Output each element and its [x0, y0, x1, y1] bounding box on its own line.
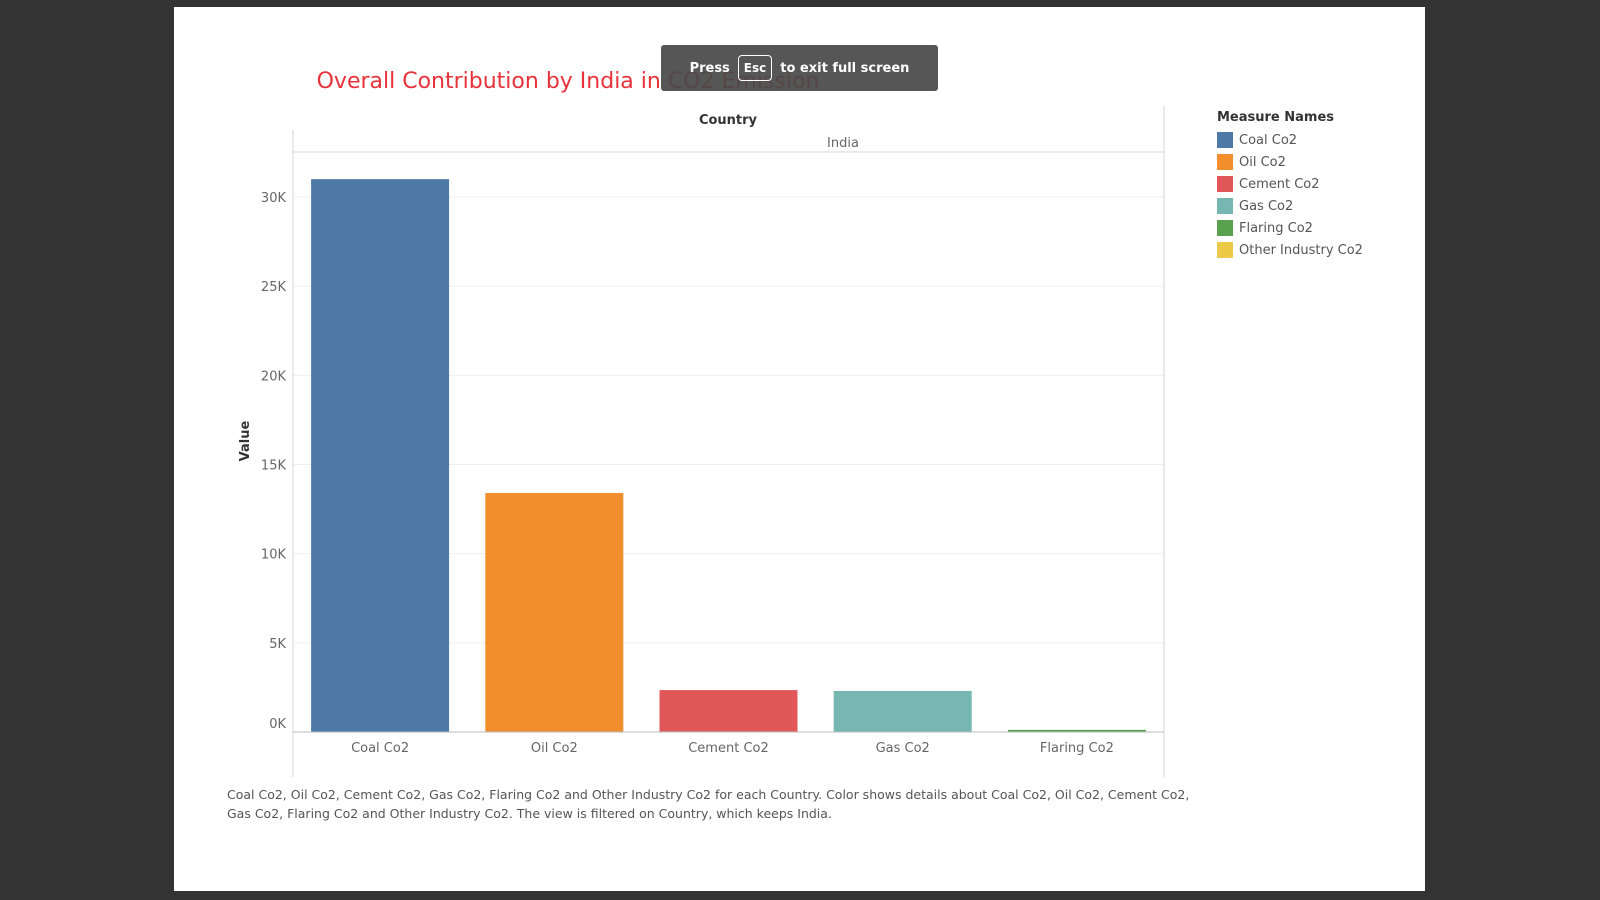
legend-item-flaring-co2[interactable]: Flaring Co2 — [1217, 217, 1417, 239]
x-tick-label: Coal Co2 — [351, 741, 409, 756]
legend-items: Coal Co2 Oil Co2 Cement Co2 Gas Co2 Flaring … — [1217, 129, 1417, 261]
y-tick-label: 30K — [261, 191, 287, 206]
legend-swatch — [1217, 220, 1233, 236]
plot-frame — [292, 106, 1165, 777]
chart-caption: Coal Co2, Oil Co2, Cement Co2, Gas Co2, … — [227, 787, 1190, 821]
y-axis-ticks: 0K 5K 10K 15K 20K 25K 30K — [261, 191, 287, 732]
bar-cement-co2[interactable] — [659, 690, 798, 732]
legend-item-label: Oil Co2 — [1239, 154, 1286, 170]
bar-gas-co2[interactable] — [833, 690, 972, 732]
legend-swatch — [1217, 176, 1233, 192]
legend-swatch — [1217, 242, 1233, 258]
legend-item-label: Gas Co2 — [1239, 198, 1294, 214]
legend-item-label: Other Industry Co2 — [1239, 242, 1363, 258]
x-tick-label: Flaring Co2 — [1040, 741, 1114, 756]
x-tick-label: Oil Co2 — [531, 741, 578, 756]
bar-flaring-co2[interactable] — [1007, 729, 1146, 732]
y-tick-label: 0K — [269, 717, 286, 732]
fullscreen-hint-press: Press — [689, 60, 730, 76]
x-axis-ticks: Coal Co2 Oil Co2 Cement Co2 Gas Co2 Flaring … — [351, 741, 1114, 756]
fullscreen-hint: Press Esc to exit full screen — [661, 45, 938, 91]
legend-item-other-industry-co2[interactable]: Other Industry Co2 — [1217, 239, 1417, 261]
legend: Measure Names Coal Co2 Oil Co2 Cement Co2 G… — [1217, 110, 1417, 261]
bar-coal-co2[interactable] — [311, 179, 450, 732]
esc-key-badge: Esc — [737, 55, 773, 81]
legend-item-gas-co2[interactable]: Gas Co2 — [1217, 195, 1417, 217]
legend-item-coal-co2[interactable]: Coal Co2 — [1217, 129, 1417, 151]
x-tick-label: Gas Co2 — [876, 741, 930, 756]
y-axis-label: Value — [238, 420, 253, 461]
legend-item-label: Flaring Co2 — [1239, 220, 1313, 236]
fullscreen-hint-message: to exit full screen — [780, 60, 910, 76]
y-tick-label: 10K — [261, 548, 287, 563]
facet-label-india: India — [827, 136, 859, 151]
bars-group — [311, 179, 1146, 732]
legend-swatch — [1217, 132, 1233, 148]
column-header: Country — [699, 113, 758, 128]
y-tick-label: 25K — [261, 280, 287, 295]
legend-swatch — [1217, 198, 1233, 214]
y-tick-label: 15K — [261, 459, 287, 474]
legend-item-label: Cement Co2 — [1239, 176, 1320, 192]
x-tick-label: Cement Co2 — [688, 741, 769, 756]
bar-oil-co2[interactable] — [485, 493, 624, 732]
legend-item-cement-co2[interactable]: Cement Co2 — [1217, 173, 1417, 195]
legend-item-label: Coal Co2 — [1239, 132, 1298, 148]
legend-item-oil-co2[interactable]: Oil Co2 — [1217, 151, 1417, 173]
legend-swatch — [1217, 154, 1233, 170]
y-tick-label: 20K — [261, 369, 287, 384]
legend-title: Measure Names — [1217, 110, 1335, 125]
y-tick-label: 5K — [269, 637, 286, 652]
